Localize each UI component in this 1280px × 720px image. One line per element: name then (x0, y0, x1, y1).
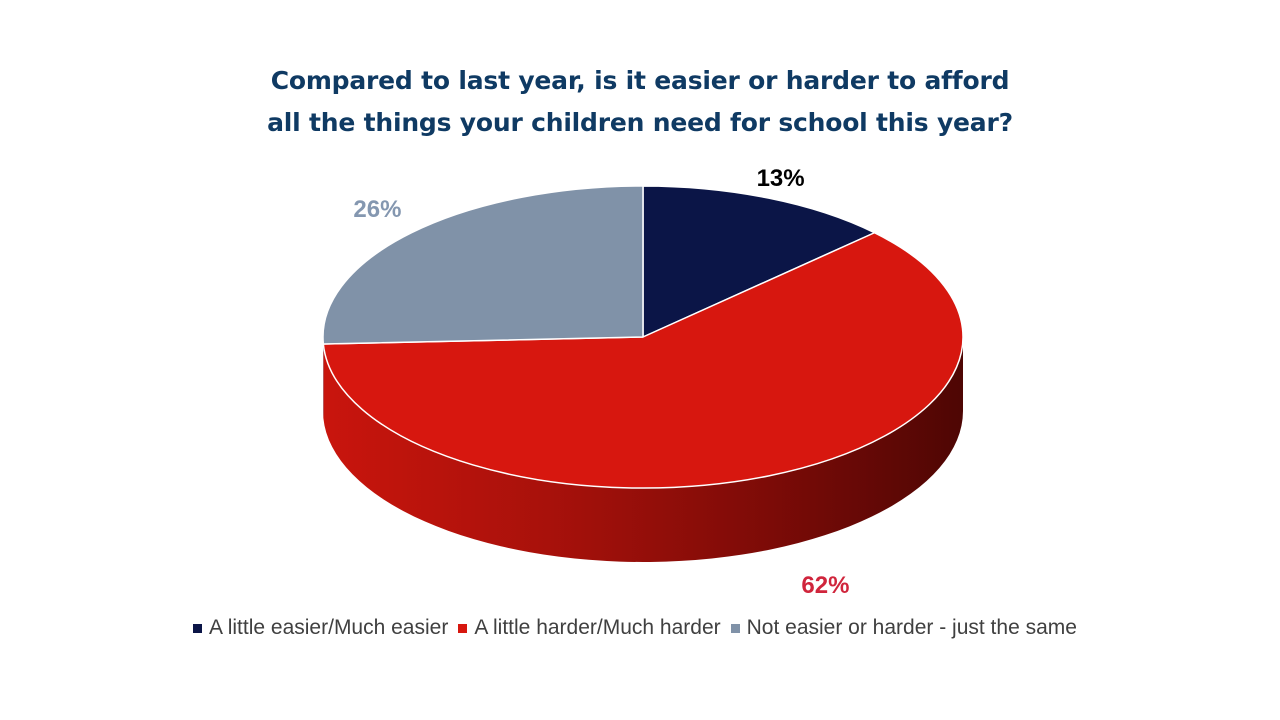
chart-title: Compared to last year, is it easier or h… (140, 60, 1140, 144)
legend-item-easier: A little easier/Much easier (193, 616, 448, 640)
chart-title-line-2: all the things your children need for sc… (267, 108, 1013, 137)
legend-label-same: Not easier or harder - just the same (746, 616, 1077, 639)
legend-swatch-same (730, 623, 740, 633)
pie-slice-easier (642, 185, 876, 338)
data-label-harder: 62% (801, 572, 849, 599)
legend-swatch-harder (458, 623, 468, 633)
pie-side-harder (323, 337, 964, 562)
legend-item-harder: A little harder/Much harder (458, 616, 721, 640)
legend-item-same: Not easier or harder - just the same (730, 616, 1077, 640)
data-label-easier: 13% (757, 165, 805, 192)
data-label-same: 26% (353, 196, 401, 223)
pie-slice-same (322, 185, 644, 345)
legend-label-easier: A little easier/Much easier (209, 616, 449, 639)
pie-slice-harder (322, 232, 964, 489)
legend-label-harder: A little harder/Much harder (474, 616, 721, 639)
legend-swatch-easier (193, 623, 203, 633)
chart-legend: A little easier/Much easier A little har… (0, 616, 1280, 640)
chart-title-line-1: Compared to last year, is it easier or h… (270, 66, 1010, 95)
